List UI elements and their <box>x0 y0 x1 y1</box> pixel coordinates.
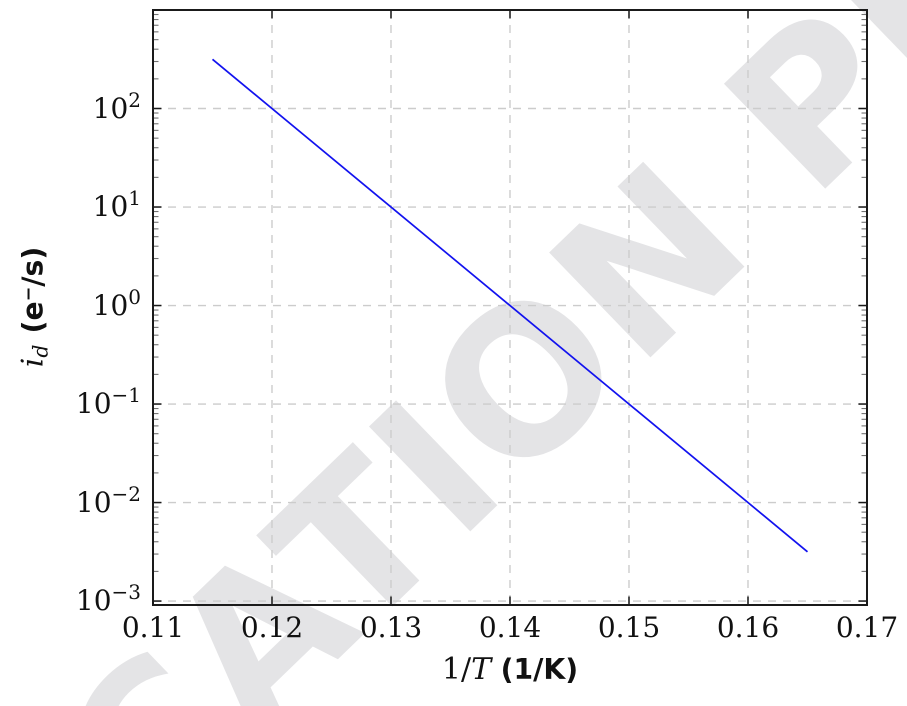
series-dark-current-arrhenius-line <box>211 58 809 553</box>
x-tick-label: 0.17 <box>835 611 899 644</box>
data-series-line <box>211 58 809 553</box>
x-axis-title-unit: (1/K) <box>500 653 579 686</box>
y-tick-label: 10−1 <box>75 383 141 421</box>
x-axis-title-prefix: 1/ <box>441 652 472 687</box>
y-tick-label: 10−3 <box>75 580 141 618</box>
y-tick-label: 101 <box>92 186 141 224</box>
plot-frame <box>152 9 868 606</box>
x-tick-label: 0.13 <box>359 611 423 644</box>
y-axis-title-subscript: d <box>28 344 53 358</box>
major-ticks <box>152 10 868 605</box>
y-tick-label: 10−2 <box>75 481 141 519</box>
y-axis-title-unit: (e−/s) <box>16 246 50 334</box>
x-axis-title: 1/T (1/K) <box>153 652 867 687</box>
gridlines <box>153 10 867 605</box>
y-axis-title: id (e−/s) <box>15 246 53 368</box>
x-tick-label: 0.11 <box>121 611 185 644</box>
y-tick-label: 100 <box>92 284 141 322</box>
y-tick-label: 102 <box>92 87 141 125</box>
x-tick-label: 0.15 <box>597 611 661 644</box>
x-tick-label: 0.12 <box>240 611 304 644</box>
y-axis-title-variable: i <box>15 357 51 368</box>
x-tick-label: 0.16 <box>716 611 780 644</box>
x-axis-title-variable: T <box>471 652 492 687</box>
x-tick-label: 0.14 <box>478 611 542 644</box>
